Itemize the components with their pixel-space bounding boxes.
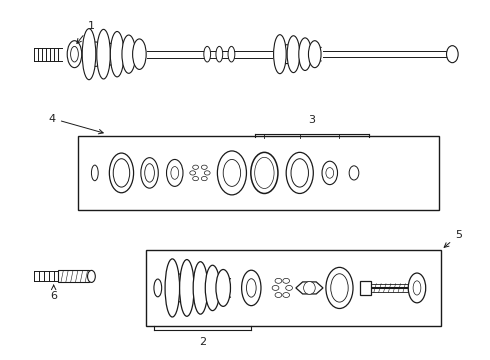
Ellipse shape [92,165,98,181]
Ellipse shape [349,166,359,180]
Ellipse shape [110,31,124,77]
Ellipse shape [113,159,130,187]
Text: 2: 2 [199,337,206,347]
Ellipse shape [446,46,458,63]
Ellipse shape [255,157,274,189]
Ellipse shape [286,152,313,193]
Ellipse shape [413,281,421,295]
Text: 3: 3 [308,115,315,125]
Ellipse shape [326,168,334,178]
Ellipse shape [71,46,78,62]
Ellipse shape [141,158,158,188]
Text: 5: 5 [444,230,462,247]
Bar [78,136,439,210]
Ellipse shape [223,159,241,186]
Ellipse shape [82,29,96,80]
Ellipse shape [216,46,223,62]
Ellipse shape [122,35,136,73]
Ellipse shape [286,285,293,291]
Ellipse shape [272,285,279,291]
Ellipse shape [201,176,207,181]
Ellipse shape [331,274,348,302]
Ellipse shape [171,167,179,179]
Ellipse shape [251,152,278,193]
Ellipse shape [218,151,246,195]
Text: 1: 1 [77,21,95,43]
Ellipse shape [275,278,282,283]
Bar [57,270,89,283]
Ellipse shape [246,279,256,297]
Ellipse shape [273,35,286,74]
Text: 4: 4 [49,113,103,134]
Polygon shape [296,282,323,294]
Ellipse shape [193,176,198,181]
Ellipse shape [133,39,146,69]
Ellipse shape [97,30,110,79]
Ellipse shape [167,159,183,186]
Ellipse shape [165,259,180,317]
Ellipse shape [291,159,309,187]
Ellipse shape [190,171,196,175]
Ellipse shape [275,293,282,297]
Ellipse shape [309,41,321,68]
Ellipse shape [201,165,207,169]
Ellipse shape [180,260,194,316]
Ellipse shape [287,36,300,73]
Ellipse shape [283,278,290,283]
Ellipse shape [326,267,353,309]
Text: 6: 6 [50,285,57,301]
Ellipse shape [88,270,96,283]
Ellipse shape [204,171,210,175]
Ellipse shape [216,270,230,306]
Ellipse shape [322,161,338,185]
Ellipse shape [193,262,208,314]
Ellipse shape [109,153,134,193]
Ellipse shape [299,38,311,71]
Ellipse shape [67,41,82,68]
Ellipse shape [283,293,290,297]
Bar [146,250,441,326]
Ellipse shape [228,46,235,62]
Ellipse shape [193,165,198,169]
Ellipse shape [204,46,211,62]
Ellipse shape [304,282,315,294]
Bar [360,281,371,295]
Ellipse shape [154,279,162,297]
Ellipse shape [242,270,261,306]
Ellipse shape [408,273,426,303]
Ellipse shape [205,265,220,311]
Ellipse shape [145,164,154,182]
